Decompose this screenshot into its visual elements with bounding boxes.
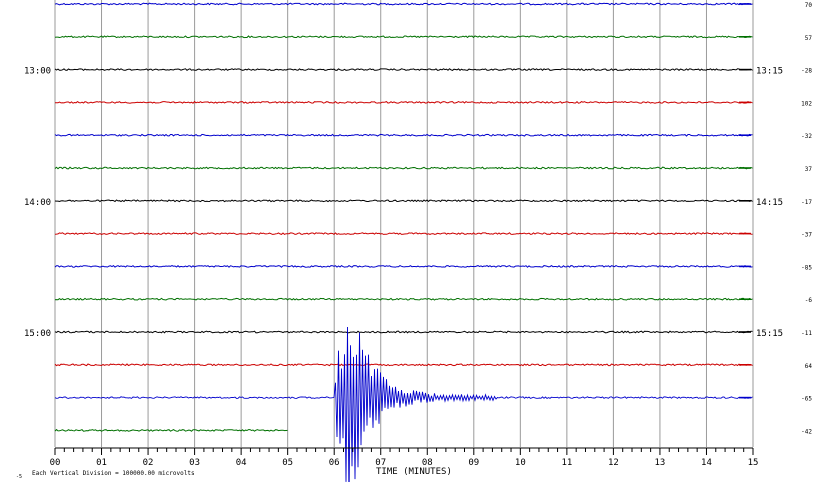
right-trace-value-labels: 70 57 -28 102 -32 37 -17 -37 -85 -6 -11 64 -65 -42	[801, 2, 812, 435]
trace-value-label: 57	[805, 35, 813, 42]
minute-grid-lines	[54, 0, 754, 447]
trace-value-label: -37	[801, 232, 812, 239]
x-tick-label: 08	[422, 458, 433, 468]
x-tick-label: 01	[96, 458, 107, 468]
x-tick-label: 14	[701, 458, 712, 468]
trace-line-6	[54, 166, 753, 170]
trace-value-label: -32	[801, 133, 812, 140]
trace-line-10	[54, 297, 753, 301]
x-tick-label: 04	[236, 458, 247, 468]
trace-value-label: -28	[801, 68, 812, 75]
trace-value-label: -17	[801, 199, 812, 206]
trace-line-14	[54, 428, 288, 432]
trace-line-4	[55, 100, 753, 104]
right-time-label: 15:15	[756, 329, 783, 339]
scale-note: Each Vertical Division = 100000.00 micro…	[32, 470, 195, 477]
right-time-label: 13:15	[756, 67, 783, 77]
trace-value-label: -6	[805, 297, 813, 304]
trace-value-label: -85	[801, 264, 812, 271]
x-tick-label: 13	[655, 458, 666, 468]
left-time-label: 15:00	[24, 329, 51, 339]
trace-value-label: 102	[801, 100, 812, 107]
x-tick-label: 03	[189, 458, 200, 468]
x-axis-title: TIME (MINUTES)	[376, 467, 452, 477]
trace-line-2	[54, 35, 753, 39]
x-tick-label: 11	[561, 458, 572, 468]
trace-line-12	[54, 363, 753, 367]
x-tick-label: 05	[282, 458, 293, 468]
trace-line-9	[54, 264, 753, 268]
right-time-label: 14:15	[756, 198, 783, 208]
trace-value-label: 64	[805, 363, 813, 370]
trace-value-label: 37	[805, 166, 813, 173]
left-time-labels: 13:00 14:00 15:00	[24, 67, 51, 339]
x-tick-label: 06	[329, 458, 340, 468]
trace-line-11	[54, 330, 753, 334]
trace-line-13	[54, 326, 753, 482]
trace-value-label: -11	[801, 330, 812, 337]
left-time-label: 13:00	[24, 67, 51, 77]
right-time-labels: 13:15 14:15 15:15	[756, 67, 783, 339]
x-tick-label: 15	[748, 458, 759, 468]
trace-line-3	[54, 68, 753, 72]
trace-line-1	[54, 2, 753, 6]
trace-line-8	[54, 232, 753, 236]
x-tick-label: 07	[375, 458, 386, 468]
trace-line-7	[54, 199, 753, 203]
x-tick-label: 02	[143, 458, 154, 468]
x-tick-label: 09	[468, 458, 479, 468]
trace-value-label: -42	[801, 428, 812, 435]
x-tick-label: 10	[515, 458, 526, 468]
trace-line-5	[54, 133, 753, 137]
trace-value-label: -65	[801, 396, 812, 403]
left-time-label: 14:00	[24, 198, 51, 208]
trace-value-label: 70	[805, 2, 813, 9]
trace-lines	[54, 2, 753, 482]
x-tick-label: 12	[608, 458, 619, 468]
x-tick-label: 00	[50, 458, 61, 468]
corner-mark: -5	[16, 474, 22, 480]
x-axis: 00 01 02 03 04 05 06 07 08 09 10 11 12 13 14 15	[50, 447, 759, 468]
